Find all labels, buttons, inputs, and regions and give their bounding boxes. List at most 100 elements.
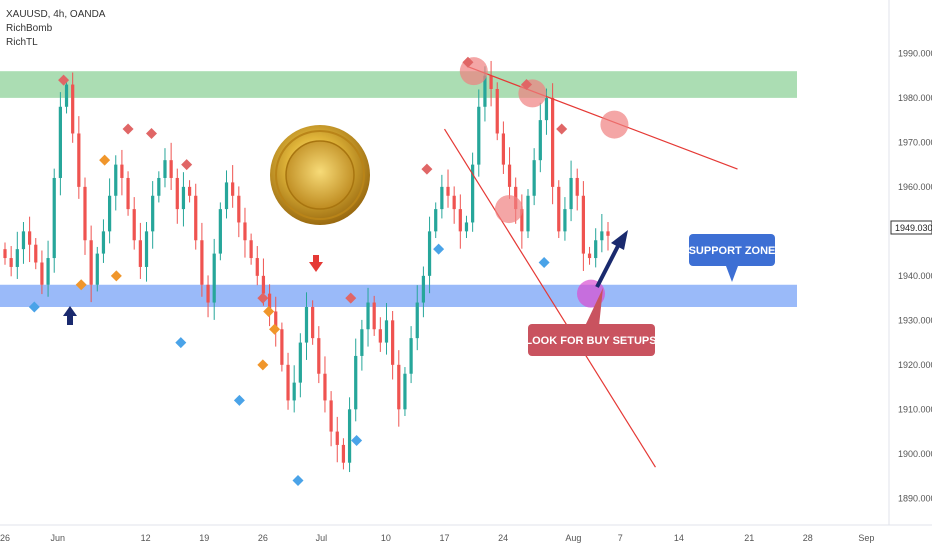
candle-body [427,231,432,276]
support-zone [0,284,797,307]
time-tick-label: 17 [439,533,449,543]
trendline [443,128,656,468]
candle-body [458,209,462,232]
candle-body [255,258,259,276]
candle-body [200,240,204,285]
candle-body [157,177,161,196]
indicator-richtl[interactable]: RichTL [6,37,38,48]
candle-body [557,186,561,232]
resistance-zone [0,71,797,98]
price-tick-label: 1920.000 [898,360,932,370]
bearish-signal-marker [521,79,533,91]
candle-body [280,329,284,365]
candle-body [243,222,247,241]
time-tick-label: 14 [674,533,684,543]
down-arrow-icon [309,255,323,272]
time-axis[interactable]: 26 Jun 12 19 26 Jul 10 17 24 Aug 7 14 21 28 Sep [0,533,874,543]
last-price-tag: 1949.030 [890,220,932,235]
bearish-signal-marker [122,123,134,135]
candle-body [569,177,573,210]
time-tick-label: 26 [258,533,268,543]
candle-body [71,84,75,134]
signal-markers [28,56,568,487]
candle-body [15,249,19,267]
candle-body [126,177,130,210]
alert-signal-marker [269,323,281,335]
candle-body [120,164,124,178]
candle-body [495,88,499,134]
highlight-circle [494,195,523,224]
candle-body [329,400,333,432]
price-tick-label: 1940.000 [898,271,932,281]
candle-body [372,302,376,330]
buy-setups-label: LOOK FOR BUY SETUPS [525,335,656,347]
candle-body [46,258,50,285]
candle-body [40,262,44,285]
time-tick-label: 12 [141,533,151,543]
candle-body [286,364,290,401]
price-tick-label: 1890.000 [898,493,932,503]
candle-body [224,182,229,210]
candle-body [89,240,93,285]
candle-body [317,338,321,374]
time-tick-label: 26 [0,533,10,543]
candle-body [581,195,585,254]
candle-body [261,275,266,294]
candle-body [64,84,69,107]
candle-body [132,209,136,241]
indicator-richbomb[interactable]: RichBomb [6,23,53,34]
candle-body [175,177,179,210]
candle-body [403,373,407,410]
candle-body [138,240,142,267]
candle-body [274,311,278,330]
candle-body [434,209,438,232]
up-arrow-icon [63,306,77,325]
candle-body [34,244,38,263]
bullish-signal-marker [175,337,187,349]
price-tick-label: 1910.000 [898,404,932,414]
candle-body [114,164,118,196]
candle-body [575,177,579,196]
bearish-signal-marker [146,127,157,139]
alert-signal-marker [75,279,87,291]
bearish-signal-marker [462,56,474,68]
alert-signal-marker [263,305,275,317]
candle-body [587,253,592,259]
price-tick-label: 1960.000 [898,182,932,192]
bullish-signal-marker [292,475,304,487]
bullish-signal-marker [433,243,445,255]
highlight-circle [600,110,629,139]
price-tick-label: 1970.000 [898,137,932,147]
buy-direction-arrow-icon [595,230,628,288]
bullish-signal-marker [28,301,40,313]
candle-body [452,195,456,210]
bearish-signal-marker [421,163,433,175]
candle-body [366,302,370,330]
time-tick-label: 7 [618,533,623,543]
alert-signal-marker [257,359,269,371]
candle-body [415,302,419,339]
time-tick-label: Jun [50,533,65,543]
candle-body [501,133,506,165]
candle-body [606,231,610,236]
candle-body [304,306,309,343]
candle-body [267,293,272,312]
candle-body [249,240,253,259]
chart-legend: XAUUSD, 4h, OANDA RichBomb RichTL [6,8,105,50]
candle-body [9,258,13,267]
symbol-label[interactable]: XAUUSD, 4h, OANDA [6,9,106,20]
bullish-signal-marker [351,434,363,446]
candle-body [212,253,216,303]
candle-body [446,186,450,196]
candle-body [187,186,192,196]
candle-body [151,195,155,232]
candle-body [471,164,475,223]
candle-body [341,444,346,463]
candle-body [335,431,339,445]
candle-body [483,75,487,107]
candle-body [144,231,149,267]
time-tick-label: 19 [199,533,209,543]
candle-body [347,409,352,463]
candle-body [520,209,524,232]
